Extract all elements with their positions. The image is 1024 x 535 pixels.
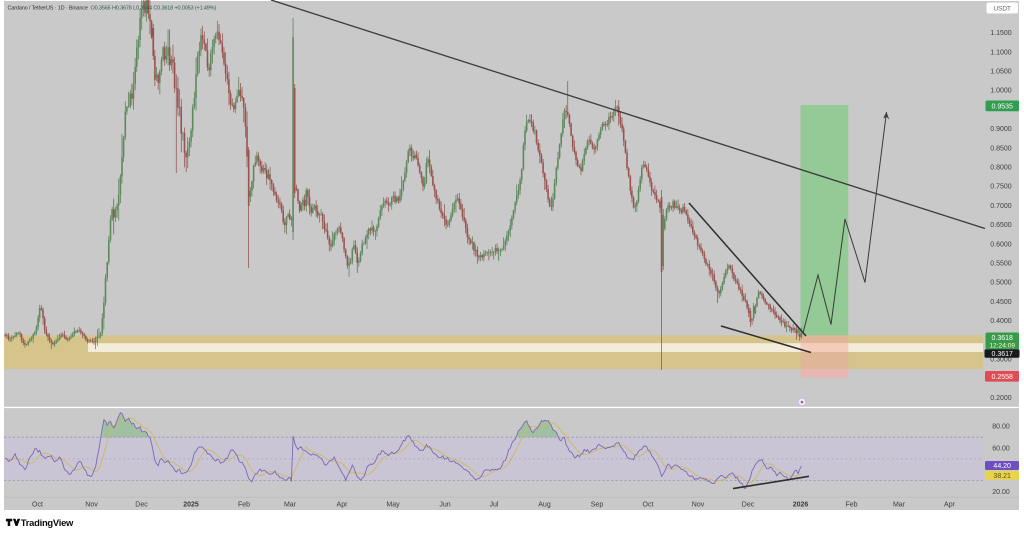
svg-text:0.7000: 0.7000 — [990, 203, 1012, 210]
svg-text:0.4000: 0.4000 — [990, 318, 1012, 325]
svg-text:Sep: Sep — [591, 502, 604, 509]
svg-text:Cardano / TetherUS · 1D · Bina: Cardano / TetherUS · 1D · Binance O0.356… — [8, 5, 217, 11]
svg-text:2026: 2026 — [793, 502, 809, 509]
svg-text:Jul: Jul — [490, 502, 499, 509]
svg-text:0.6000: 0.6000 — [990, 241, 1012, 248]
svg-text:2025: 2025 — [183, 502, 199, 509]
svg-text:Apr: Apr — [944, 502, 956, 509]
svg-text:1.0000: 1.0000 — [990, 88, 1012, 95]
svg-text:Apr: Apr — [337, 502, 349, 509]
svg-text:38.21: 38.21 — [993, 473, 1011, 480]
svg-text:Oct: Oct — [32, 502, 43, 509]
svg-text:44.20: 44.20 — [993, 463, 1011, 470]
svg-text:Nov: Nov — [692, 502, 705, 509]
svg-text:0.3000: 0.3000 — [990, 357, 1012, 364]
svg-text:0.8000: 0.8000 — [990, 165, 1012, 172]
svg-text:Mar: Mar — [284, 502, 297, 509]
svg-text:20.00: 20.00 — [992, 489, 1010, 496]
svg-text:0.9535: 0.9535 — [991, 104, 1013, 111]
svg-text:Dec: Dec — [135, 502, 148, 509]
svg-text:1.1000: 1.1000 — [990, 49, 1012, 56]
svg-text:Nov: Nov — [85, 502, 98, 509]
svg-text:0.6500: 0.6500 — [990, 222, 1012, 229]
svg-text:Jun: Jun — [439, 502, 450, 509]
svg-text:0.4500: 0.4500 — [990, 299, 1012, 306]
svg-text:Feb: Feb — [238, 502, 250, 509]
svg-text:0.5000: 0.5000 — [990, 280, 1012, 287]
svg-text:12:24:09: 12:24:09 — [989, 343, 1015, 350]
svg-text:Mar: Mar — [893, 502, 906, 509]
svg-text:60.00: 60.00 — [992, 445, 1010, 452]
svg-text:Oct: Oct — [643, 502, 654, 509]
svg-text:0.9000: 0.9000 — [990, 126, 1012, 133]
svg-text:1.1500: 1.1500 — [990, 30, 1012, 37]
svg-text:May: May — [386, 502, 400, 509]
svg-text:TradingView: TradingView — [21, 517, 74, 528]
svg-text:Aug: Aug — [538, 502, 551, 509]
svg-text:Dec: Dec — [742, 502, 755, 509]
svg-text:1.0500: 1.0500 — [990, 69, 1012, 76]
svg-text:USDT: USDT — [993, 5, 1010, 12]
svg-text:Feb: Feb — [845, 502, 857, 509]
svg-text:0.2000: 0.2000 — [990, 395, 1012, 402]
svg-text:0.7500: 0.7500 — [990, 184, 1012, 191]
svg-text:0.3618: 0.3618 — [991, 335, 1013, 342]
svg-text:0.2558: 0.2558 — [991, 374, 1013, 381]
svg-text:0.8500: 0.8500 — [990, 145, 1012, 152]
svg-text:80.00: 80.00 — [992, 424, 1010, 431]
svg-text:0.3617: 0.3617 — [991, 351, 1013, 358]
svg-text:0.5500: 0.5500 — [990, 261, 1012, 268]
